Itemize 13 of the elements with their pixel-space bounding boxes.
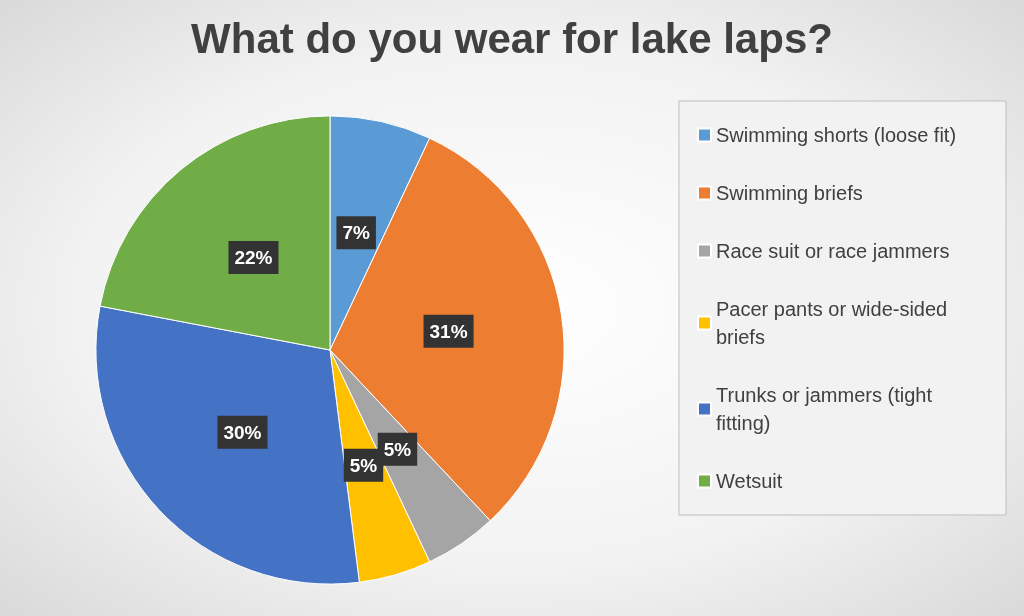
data-label: 5% — [383, 438, 412, 460]
data-label: 31% — [429, 320, 468, 342]
legend-label: Swimming briefs — [716, 182, 863, 204]
chart-title: What do you wear for lake laps? — [191, 14, 833, 62]
data-label: 22% — [234, 247, 273, 269]
data-label: 30% — [223, 421, 262, 443]
legend-label: Swimming shorts (loose fit) — [716, 124, 957, 146]
legend-label: Pacer pants or wide-sided briefs — [716, 298, 953, 348]
data-label: 7% — [342, 222, 371, 244]
legend-label: Wetsuit — [716, 470, 783, 492]
legend-label: Race suit or race jammers — [716, 240, 950, 262]
data-label: 5% — [349, 454, 378, 476]
legend-label: Trunks or jammers (tight fitting) — [716, 384, 938, 434]
